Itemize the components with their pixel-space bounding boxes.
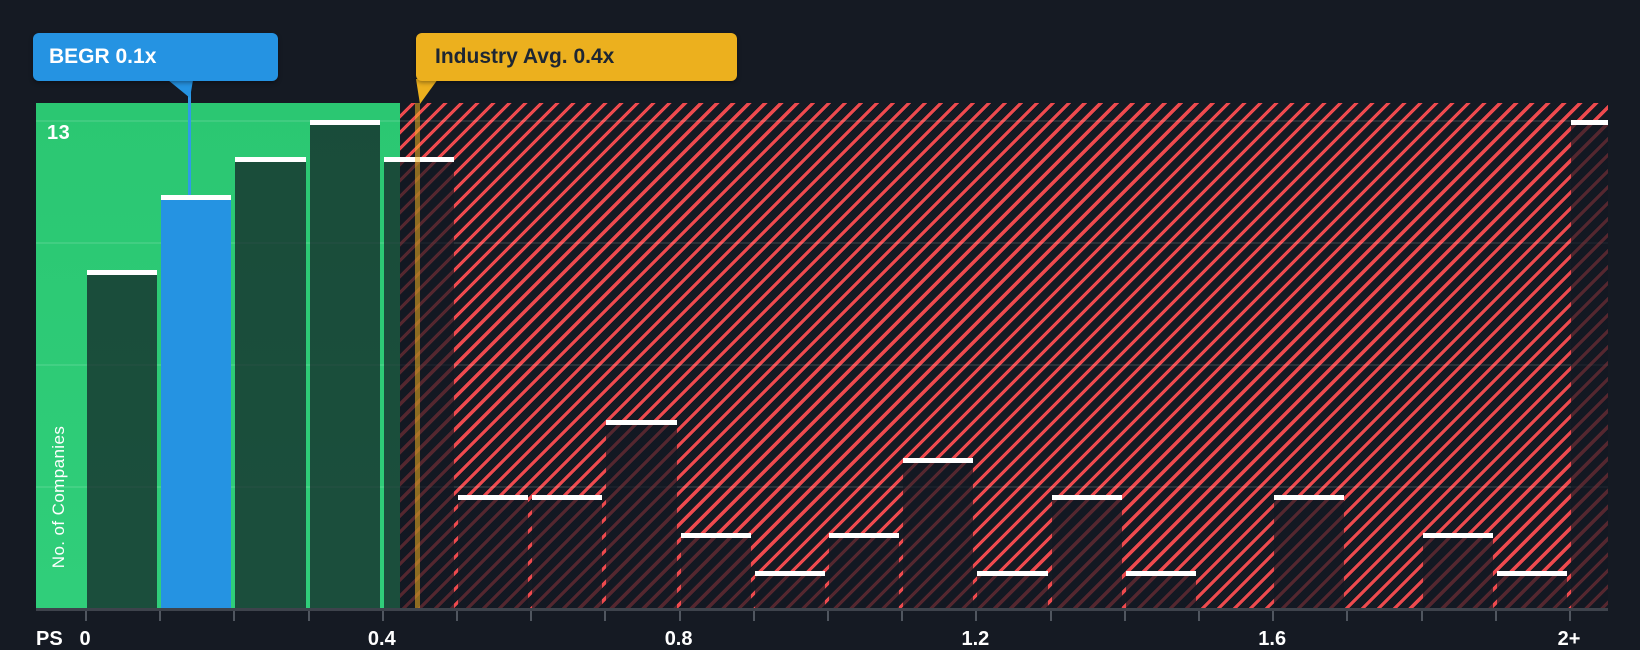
histogram-bar[interactable]: [1274, 495, 1345, 608]
histogram-bar[interactable]: [829, 532, 900, 608]
x-axis-prefix-label: PS: [36, 628, 63, 650]
histogram-bar[interactable]: [87, 270, 158, 608]
x-axis-tick: [901, 611, 904, 621]
gridline: [36, 486, 1608, 488]
industry-callout-label: Industry Avg. 0.4x: [435, 45, 615, 68]
gridline: [36, 119, 1608, 122]
x-axis-tick: [604, 611, 607, 621]
bar-top-cap: [1051, 495, 1122, 501]
histogram-bar[interactable]: [532, 495, 603, 608]
histogram-bar[interactable]: [1125, 570, 1196, 608]
gridline: [36, 241, 1608, 244]
histogram-bar[interactable]: [1571, 119, 1608, 608]
x-axis-tick: [975, 611, 978, 621]
x-axis-label: 1.2: [961, 628, 990, 650]
begr-callout-pointer: [168, 80, 193, 98]
gridline: [36, 363, 1608, 366]
x-axis-tick: [307, 611, 310, 621]
x-axis-tick: [1272, 611, 1275, 621]
y-max-label: 13: [47, 122, 71, 144]
bar-top-cap: [309, 119, 380, 125]
begr-callout-label: BEGR 0.1x: [49, 45, 157, 68]
bar-top-cap: [606, 420, 677, 426]
histogram-bar[interactable]: [977, 570, 1048, 608]
x-axis-line: [36, 608, 1608, 611]
bar-top-cap: [532, 495, 603, 501]
bar-top-cap: [458, 495, 529, 501]
x-axis-tick: [1569, 611, 1571, 621]
x-axis-tick: [159, 611, 162, 621]
bar-top-cap: [903, 457, 974, 463]
bar-top-cap: [1125, 570, 1196, 576]
x-axis-tick: [678, 611, 681, 621]
bar-top-cap: [161, 195, 232, 200]
bar-top-cap: [1274, 495, 1345, 501]
bar-top-cap: [680, 532, 751, 538]
x-axis-tick: [752, 611, 755, 621]
x-axis-tick: [827, 611, 829, 621]
x-axis-tick: [1420, 611, 1423, 621]
x-axis-tick: [1049, 611, 1052, 621]
x-axis-label: 1.6: [1258, 628, 1287, 650]
x-axis-tick: [456, 611, 458, 621]
plot-area: [36, 103, 1608, 608]
bar-top-cap: [829, 532, 900, 538]
bar-top-cap: [235, 157, 306, 163]
bar-top-cap: [754, 570, 825, 576]
bar-top-cap: [1422, 532, 1493, 538]
begr-callout: BEGR 0.1x: [33, 33, 278, 81]
x-axis-label: 2+: [1557, 628, 1581, 650]
x-axis-tick: [381, 611, 384, 621]
histogram-bar[interactable]: [680, 532, 751, 608]
begr-bar[interactable]: [161, 195, 232, 608]
histogram-bar[interactable]: [458, 495, 529, 608]
x-axis-label: 0.4: [367, 628, 396, 650]
x-axis-label: 0: [79, 628, 91, 650]
x-axis-tick: [1123, 611, 1126, 621]
x-axis-tick: [1494, 611, 1497, 621]
x-axis-tick: [85, 611, 87, 621]
histogram-bar[interactable]: [1051, 495, 1122, 608]
histogram-bar[interactable]: [903, 457, 974, 608]
y-axis-title: No. of Companies: [49, 425, 68, 569]
x-axis-tick: [1198, 611, 1200, 621]
histogram-bar[interactable]: [1496, 570, 1567, 608]
bar-top-cap: [87, 270, 158, 276]
histogram-bar[interactable]: [754, 570, 825, 608]
histogram-bar[interactable]: [1422, 532, 1493, 608]
x-axis-label: 0.8: [664, 628, 693, 650]
x-axis-tick: [530, 611, 533, 621]
x-axis-tick: [1346, 611, 1349, 621]
industry-callout-pointer: [416, 79, 438, 104]
bar-top-cap: [977, 570, 1048, 576]
x-axis-tick: [233, 611, 236, 621]
industry-callout: Industry Avg. 0.4x: [416, 33, 737, 81]
bar-top-cap: [1496, 570, 1567, 576]
histogram-bar[interactable]: [309, 119, 380, 608]
bar-top-cap: [1571, 119, 1608, 125]
industry-average-line: [415, 103, 420, 608]
begr-connector-line: [188, 81, 191, 195]
histogram-bar[interactable]: [235, 157, 306, 608]
histogram-bar[interactable]: [606, 420, 677, 608]
